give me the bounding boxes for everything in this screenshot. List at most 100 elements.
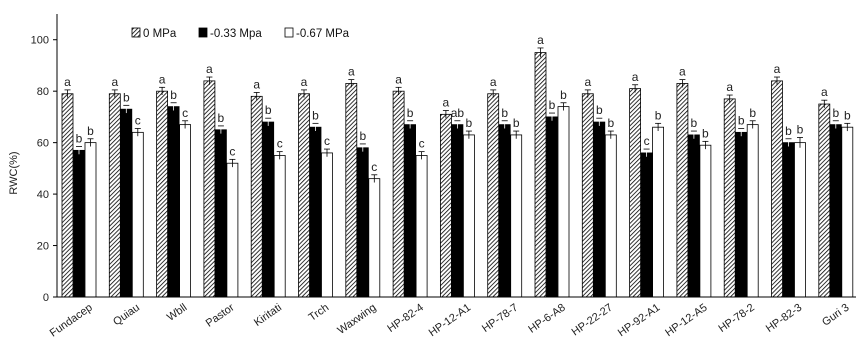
x-tick-label: HP-78-2 (716, 302, 756, 335)
bar (593, 121, 606, 298)
significance-label: c (371, 160, 377, 174)
category-group: abb (676, 65, 712, 298)
legend-swatch (284, 27, 294, 38)
x-tick-label: Wbll (165, 302, 189, 324)
significance-label: ab (451, 106, 465, 120)
bar (462, 134, 475, 298)
bar (415, 155, 428, 298)
significance-label: b (560, 88, 567, 102)
y-tick-label: 60 (37, 138, 49, 150)
bar (214, 129, 227, 298)
bar (604, 134, 617, 298)
legend-swatch (198, 27, 208, 38)
bar (498, 124, 511, 298)
significance-label: a (490, 75, 497, 89)
legend-swatch (131, 27, 141, 38)
significance-label: b (513, 116, 520, 130)
y-tick-label: 100 (31, 35, 49, 47)
bar (818, 103, 831, 298)
y-tick-label: 40 (37, 189, 49, 201)
significance-label: b (596, 103, 603, 117)
bar (84, 142, 97, 298)
significance-label: b (218, 111, 225, 125)
x-axis: Fundacep Quiau Wbll Pastor Kiritati Trch Waxwi… (48, 296, 856, 340)
bar (73, 149, 85, 298)
bar (735, 131, 748, 298)
category-group: a cb (629, 70, 664, 298)
bar (179, 124, 192, 298)
bar (404, 124, 417, 298)
significance-label: b (312, 108, 319, 122)
bar (723, 98, 736, 298)
significance-label: a (632, 70, 639, 84)
significance-label: a (253, 77, 260, 91)
significance-label: a (159, 72, 166, 86)
bar (451, 124, 464, 298)
significance-label: c (135, 113, 141, 127)
bar (688, 134, 700, 298)
significance-label: c (644, 134, 650, 148)
bar (782, 142, 795, 298)
bar (676, 83, 689, 298)
x-tick-label: HP-92-A1 (616, 302, 662, 340)
bar (298, 93, 310, 298)
significance-label: b (691, 116, 698, 130)
significance-label: b (76, 131, 83, 145)
significance-label: b (607, 116, 614, 130)
x-tick-label: Pastor (204, 301, 237, 329)
bar (746, 124, 759, 298)
x-tick-label: HP-78-7 (480, 302, 520, 335)
bar (534, 52, 547, 298)
significance-label: a (443, 95, 450, 109)
significance-label: b (797, 122, 804, 136)
category-group: abc (156, 72, 192, 298)
x-tick-label: Trch (307, 302, 332, 324)
bar (629, 88, 641, 298)
bar (771, 80, 783, 298)
bar (841, 126, 854, 298)
category-group: a b c (203, 62, 239, 298)
significance-label: b (466, 116, 473, 130)
significance-label: c (229, 144, 235, 158)
bar (262, 121, 275, 298)
significance-label: b (501, 106, 508, 120)
bar (250, 95, 263, 298)
bar (546, 116, 558, 298)
legend-label: -0.67 MPa (296, 28, 350, 40)
significance-label: a (206, 62, 213, 76)
significance-label: c (277, 137, 283, 151)
significance-label: b (549, 98, 556, 112)
significance-label: c (324, 134, 330, 148)
bar (156, 90, 169, 298)
significance-label: b (749, 106, 756, 120)
category-group: abb (723, 80, 759, 298)
significance-label: b (123, 90, 130, 104)
bar (581, 93, 594, 298)
y-tick-label: 0 (43, 292, 49, 304)
bar (120, 108, 133, 298)
significance-label: a (821, 85, 828, 99)
bar (794, 142, 806, 298)
significance-label: a (111, 75, 118, 89)
x-tick-label: Quiau (111, 302, 142, 329)
bar (356, 147, 369, 298)
significance-label: b (785, 124, 792, 138)
bar-series-group: abbabcabcabcabcabcabcabcaabbabbabbabbacb… (61, 33, 854, 298)
bar (510, 134, 523, 298)
category-group: abc (345, 65, 381, 298)
significance-label: b (738, 113, 745, 127)
x-tick-label: Guri 3 (820, 302, 851, 329)
significance-label: a (584, 75, 591, 89)
bar (108, 93, 121, 298)
category-group: abc (392, 72, 428, 298)
y-tick-label: 80 (37, 86, 49, 98)
significance-label: a (301, 75, 308, 89)
y-axis: 0 20 40 60 80 100 (31, 14, 58, 304)
x-tick-label: HP-6-A8 (526, 302, 567, 336)
bar (829, 124, 842, 298)
x-tick-label: HP-12-A1 (427, 302, 473, 340)
